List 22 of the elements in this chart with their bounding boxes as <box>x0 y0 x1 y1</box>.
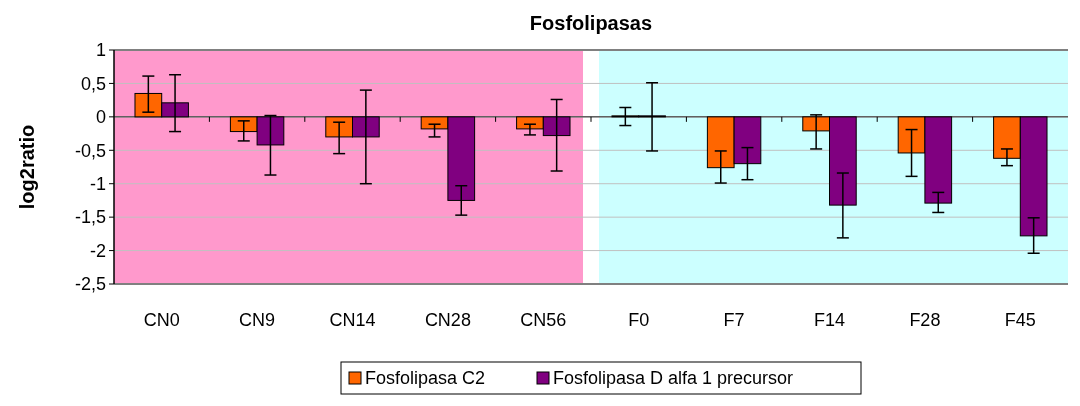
legend-label: Fosfolipasa D alfa 1 precursor <box>553 368 794 389</box>
x-tick-label: CN14 <box>329 310 376 330</box>
y-tick-label: -2,5 <box>74 274 106 295</box>
x-tick-label: F7 <box>723 310 745 330</box>
y-tick-label: -2 <box>89 240 106 261</box>
y-tick-label: -1 <box>89 174 106 195</box>
legend-label: Fosfolipasa C2 <box>365 368 486 389</box>
y-tick-label: 0 <box>95 107 106 128</box>
x-tick-label: F14 <box>813 310 846 330</box>
x-tick-label: F45 <box>1004 310 1036 330</box>
y-tick-label: 1 <box>95 40 106 61</box>
x-tick-label: CN0 <box>143 310 180 330</box>
y-tick-label: 0,5 <box>80 73 106 94</box>
x-tick-label: F28 <box>909 310 941 330</box>
y-axis-title: log2ratio <box>16 124 38 210</box>
y-tick-label: -1,5 <box>74 207 106 228</box>
x-tick-label: F0 <box>628 310 650 330</box>
x-tick-label: CN56 <box>520 310 567 330</box>
y-tick-label: -0,5 <box>74 140 106 161</box>
chart-title: Fosfolipasas <box>529 12 653 34</box>
x-tick-label: CN9 <box>239 310 276 330</box>
x-tick-label: CN28 <box>424 310 471 330</box>
